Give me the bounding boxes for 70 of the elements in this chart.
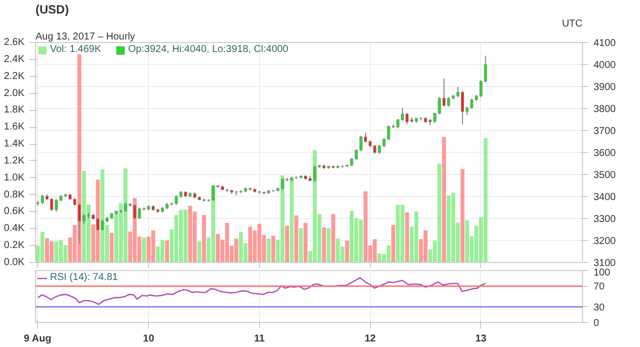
y2-tick-label: 3500	[594, 170, 616, 181]
text: UTC	[562, 18, 583, 30]
y-tick-label: 70	[594, 282, 606, 293]
bar	[326, 228, 331, 262]
y-tick-label: 0.6K	[4, 206, 25, 218]
bar	[294, 216, 298, 262]
y2-tick-label: 3600	[594, 148, 616, 159]
chart-subtitle: Aug 13, 2017 – Hourly	[36, 32, 136, 42]
bar	[345, 240, 350, 262]
bar	[188, 206, 192, 262]
bar	[442, 136, 446, 262]
x-tick-label: 9 Aug	[24, 334, 52, 344]
bar	[358, 220, 363, 262]
bar	[77, 54, 82, 262]
y-tick-label: 0.0K	[4, 257, 25, 268]
y2-tick-label: 3200	[594, 236, 616, 247]
y2-tick-label: 4000	[594, 60, 616, 71]
candlestick	[124, 202, 128, 212]
bar	[202, 215, 206, 262]
y2-tick-label: 3800	[594, 104, 616, 115]
bar	[248, 226, 252, 262]
bar	[460, 169, 464, 262]
y-tick-label: 0.8K	[4, 189, 25, 200]
bar	[110, 232, 114, 262]
bar	[364, 191, 368, 262]
y-tick-label: 1.8K	[4, 104, 25, 116]
bar	[142, 238, 146, 262]
y2-tick-label: 4100	[594, 38, 616, 49]
y-tick-label: 0	[594, 318, 600, 329]
y-tick-label: 0.4K	[4, 223, 25, 234]
y2-tick-label: 3900	[594, 82, 616, 93]
bar	[280, 175, 284, 262]
y-tick-label: 2.4K	[4, 54, 25, 65]
bar	[437, 164, 442, 262]
y-tick-label: 2.0K	[4, 88, 25, 99]
y-tick-label: 100	[594, 268, 611, 278]
x-tick-label: 11	[254, 334, 266, 344]
legend-label: Vol: 1.469K	[50, 44, 102, 55]
y-tick-label: 30	[594, 302, 606, 314]
bar	[405, 212, 410, 262]
y-tick-label: 2.2K	[4, 70, 25, 82]
bar	[266, 238, 271, 262]
bar	[298, 228, 303, 262]
legend-label: RSI (14): 74.81	[50, 272, 118, 283]
bar	[304, 222, 308, 262]
y2-tick-label: 3300	[594, 214, 616, 225]
bar	[322, 228, 326, 262]
x-tick-label: 13	[475, 334, 487, 344]
bar	[285, 226, 290, 262]
bar	[465, 220, 470, 262]
y2-tick-label: 3400	[594, 192, 616, 203]
y-tick-label: 0.2K	[4, 240, 25, 252]
bar	[197, 241, 202, 262]
bar	[160, 240, 164, 262]
bar	[446, 195, 451, 262]
x-tick-label: 10	[143, 334, 155, 344]
chart-title: (USD)	[36, 2, 69, 16]
y2-tick-label: 3100	[594, 258, 616, 269]
candlestick	[460, 90, 464, 125]
x-tick-label: 12	[364, 334, 376, 344]
y2-tick-label: 3700	[594, 126, 616, 137]
y-tick-label: 1.0K	[4, 172, 25, 184]
y-tick-label: 1.2K	[4, 155, 25, 166]
bar	[290, 178, 294, 262]
bar	[165, 240, 170, 262]
legend-label: Op:3924, Hi:4040, Lo:3918, Cl:4000	[128, 44, 288, 55]
bar	[40, 232, 44, 262]
y-tick-label: 1.6K	[4, 122, 25, 133]
y-tick-label: 2.6K	[4, 37, 25, 48]
y-tick-label: 1.4K	[4, 138, 25, 150]
